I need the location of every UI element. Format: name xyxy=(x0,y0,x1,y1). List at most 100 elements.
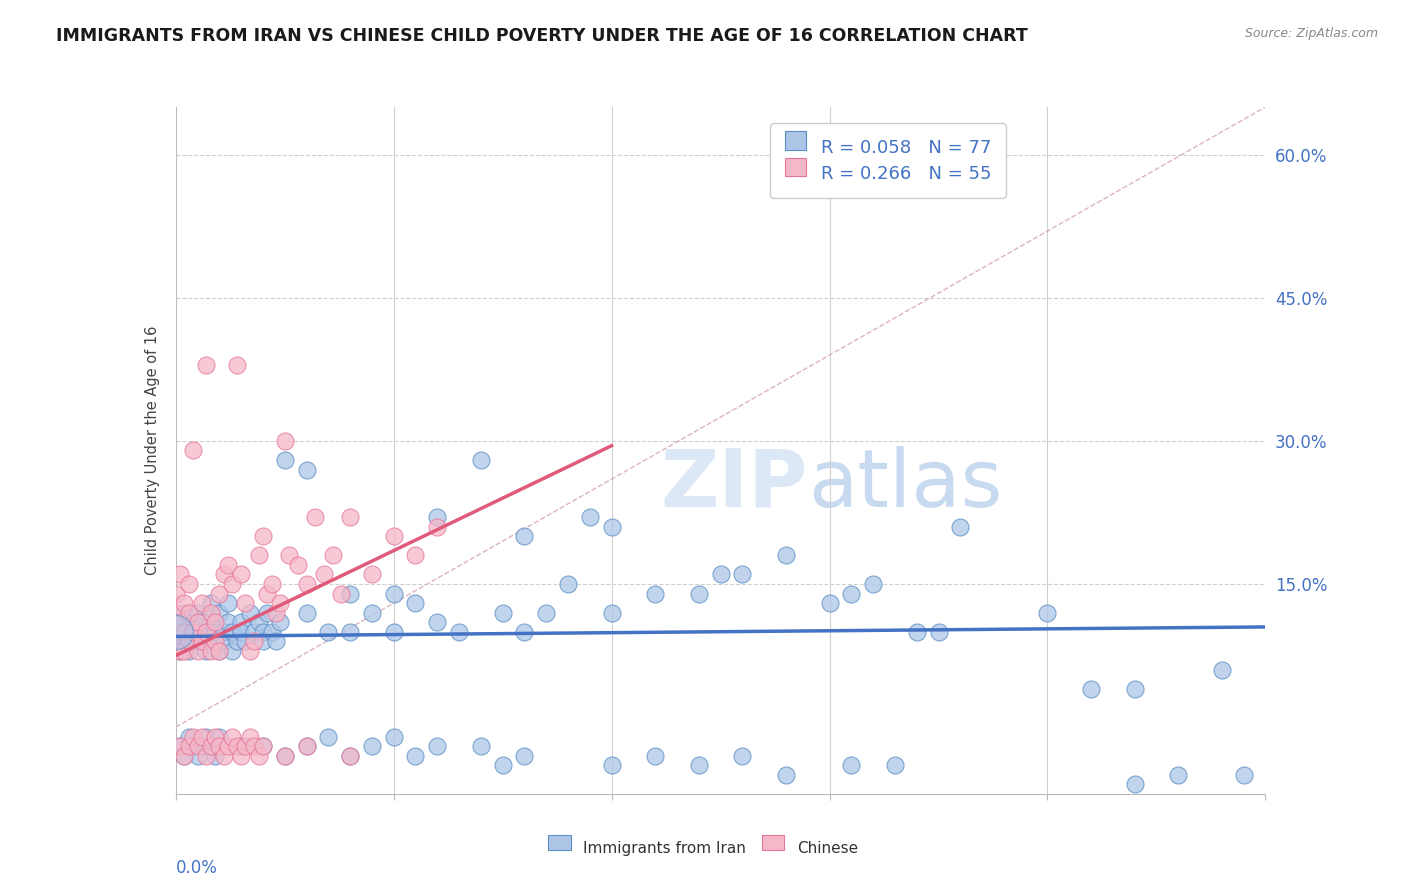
Point xyxy=(278,549,301,563)
Point xyxy=(1080,681,1102,696)
Point xyxy=(274,453,297,467)
Point xyxy=(177,624,200,639)
Point xyxy=(231,739,253,754)
Point xyxy=(195,358,218,372)
Point xyxy=(173,748,195,763)
Point xyxy=(382,529,405,543)
Point xyxy=(731,567,754,582)
Point xyxy=(775,549,797,563)
Point xyxy=(1211,663,1233,677)
Point xyxy=(212,567,235,582)
Point xyxy=(426,510,449,524)
Point xyxy=(360,606,382,620)
Point xyxy=(204,624,226,639)
Point xyxy=(165,586,187,600)
Point xyxy=(181,739,204,754)
Point xyxy=(600,606,623,620)
Point xyxy=(256,586,278,600)
Point xyxy=(173,624,195,639)
Point xyxy=(231,624,253,639)
Point xyxy=(252,529,274,543)
Point xyxy=(339,624,361,639)
Point xyxy=(339,510,361,524)
Point xyxy=(312,567,335,582)
Point xyxy=(186,615,209,630)
Point xyxy=(841,758,863,772)
Point xyxy=(426,520,449,534)
Point xyxy=(287,558,309,572)
Point xyxy=(243,634,266,648)
Point xyxy=(382,624,405,639)
Point xyxy=(177,739,200,754)
Point xyxy=(181,443,204,458)
Point xyxy=(204,748,226,763)
Point xyxy=(644,748,666,763)
Point xyxy=(862,577,884,591)
Point xyxy=(221,644,243,658)
Point xyxy=(212,624,235,639)
Point xyxy=(208,606,231,620)
Point xyxy=(322,549,344,563)
Point xyxy=(195,730,218,744)
Point xyxy=(177,577,200,591)
Point xyxy=(579,510,602,524)
Point xyxy=(169,739,191,754)
Point xyxy=(200,606,222,620)
Point xyxy=(382,586,405,600)
Point xyxy=(688,758,710,772)
Text: Source: ZipAtlas.com: Source: ZipAtlas.com xyxy=(1244,27,1378,40)
Point xyxy=(191,615,214,630)
Point xyxy=(221,577,243,591)
Point xyxy=(169,615,191,630)
Point xyxy=(274,748,297,763)
Point xyxy=(231,748,253,763)
Point xyxy=(949,520,972,534)
Point xyxy=(200,739,222,754)
Legend: R = 0.058   N = 77, R = 0.266   N = 55: R = 0.058 N = 77, R = 0.266 N = 55 xyxy=(770,123,1005,198)
Point xyxy=(252,634,274,648)
Point xyxy=(470,453,492,467)
Point xyxy=(231,615,253,630)
Point xyxy=(191,634,214,648)
Point xyxy=(169,567,191,582)
Point xyxy=(165,620,187,634)
Legend: Immigrants from Iran, Chinese: Immigrants from Iran, Chinese xyxy=(543,834,863,862)
Point xyxy=(191,634,214,648)
Point xyxy=(217,615,239,630)
Point xyxy=(181,730,204,744)
Point xyxy=(186,606,209,620)
Point xyxy=(212,748,235,763)
Point xyxy=(513,748,536,763)
Point xyxy=(405,748,427,763)
Point xyxy=(173,634,195,648)
Point xyxy=(204,634,226,648)
Point xyxy=(186,644,209,658)
Point xyxy=(221,730,243,744)
Point xyxy=(225,634,247,648)
Point xyxy=(600,758,623,772)
Point xyxy=(295,577,318,591)
Point xyxy=(1123,681,1146,696)
Point xyxy=(1167,768,1189,782)
Point xyxy=(217,739,239,754)
Point xyxy=(191,730,214,744)
Point xyxy=(405,549,427,563)
Point xyxy=(295,606,318,620)
Point xyxy=(195,748,218,763)
Point xyxy=(177,634,200,648)
Point xyxy=(1036,606,1059,620)
Point xyxy=(169,644,191,658)
Y-axis label: Child Poverty Under the Age of 16: Child Poverty Under the Age of 16 xyxy=(145,326,160,575)
Point xyxy=(534,606,557,620)
Point xyxy=(177,730,200,744)
Point xyxy=(928,624,950,639)
Point xyxy=(360,739,382,754)
Point xyxy=(173,644,195,658)
Point xyxy=(841,586,863,600)
Point xyxy=(557,577,579,591)
Point xyxy=(360,567,382,582)
Text: 0.0%: 0.0% xyxy=(176,859,218,877)
Point xyxy=(217,596,239,610)
Point xyxy=(208,586,231,600)
Point xyxy=(173,748,195,763)
